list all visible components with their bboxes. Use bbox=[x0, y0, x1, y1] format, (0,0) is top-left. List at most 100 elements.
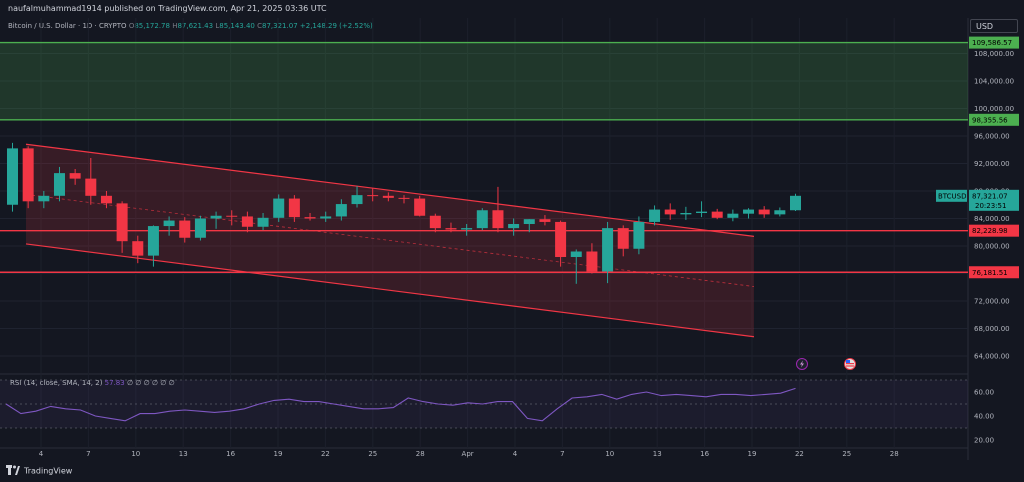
candle-body[interactable] bbox=[617, 228, 629, 249]
candle-body[interactable] bbox=[69, 173, 81, 179]
candle-body[interactable] bbox=[429, 215, 441, 229]
candle-body[interactable] bbox=[304, 217, 316, 219]
x-tick-label: 4 bbox=[39, 450, 44, 458]
candle-body[interactable] bbox=[163, 220, 175, 227]
y-tick-label: 64,000.00 bbox=[974, 353, 1010, 361]
candle-body[interactable] bbox=[241, 216, 253, 227]
candle-body[interactable] bbox=[382, 195, 394, 198]
level-price-tag bbox=[969, 113, 1019, 126]
candle-body[interactable] bbox=[539, 219, 551, 222]
channel-upper-line[interactable] bbox=[25, 143, 755, 237]
x-tick-label: 28 bbox=[890, 450, 899, 458]
y-tick-label: 84,000.00 bbox=[974, 215, 1010, 223]
candle-body[interactable] bbox=[53, 173, 65, 196]
tradingview-logo-icon bbox=[6, 465, 20, 477]
symbol-tag-label: BTCUSD bbox=[938, 192, 967, 200]
candle-body[interactable] bbox=[727, 213, 739, 218]
candle-body[interactable] bbox=[758, 209, 770, 215]
close-value: 87,321.07 bbox=[262, 22, 298, 30]
x-tick-label: 7 bbox=[560, 450, 564, 458]
open-value: 85,172.78 bbox=[134, 22, 170, 30]
candle-body[interactable] bbox=[7, 148, 18, 205]
current-price-value: 87,321.07 bbox=[972, 192, 1008, 200]
candle-body[interactable] bbox=[257, 217, 269, 227]
candle-body[interactable] bbox=[602, 228, 614, 272]
candle-body[interactable] bbox=[351, 195, 363, 205]
candle-body[interactable] bbox=[461, 228, 473, 230]
open-label: O bbox=[128, 22, 135, 30]
x-tick-label: 22 bbox=[795, 450, 804, 458]
level-price-tag-label: 76,181.51 bbox=[972, 269, 1008, 277]
candle-body[interactable] bbox=[210, 215, 222, 219]
candle-body[interactable] bbox=[38, 195, 50, 202]
candle-body[interactable] bbox=[711, 211, 723, 218]
x-tick-label: 19 bbox=[748, 450, 757, 458]
rsi-value: 57.83 bbox=[104, 379, 125, 387]
x-tick-label: 22 bbox=[321, 450, 330, 458]
channel-lower-line[interactable] bbox=[25, 243, 755, 338]
candle-body[interactable] bbox=[335, 204, 347, 217]
candle-body[interactable] bbox=[790, 195, 801, 211]
candle-body[interactable] bbox=[633, 221, 645, 249]
current-price-tag bbox=[969, 189, 1019, 211]
candle-body[interactable] bbox=[523, 219, 535, 224]
candle-body[interactable] bbox=[147, 226, 159, 256]
x-tick-label: 19 bbox=[274, 450, 283, 458]
candle-body[interactable] bbox=[367, 195, 379, 197]
lightning-event-icon[interactable] bbox=[796, 358, 808, 370]
y-tick-label: 72,000.00 bbox=[974, 298, 1010, 306]
tradingview-logo[interactable]: TradingView bbox=[6, 465, 72, 477]
candle-body[interactable] bbox=[696, 211, 708, 213]
symbol-name[interactable]: Bitcoin / U.S. Dollar · 1D · CRYPTO bbox=[8, 22, 127, 30]
y-tick-label: 100,000.00 bbox=[974, 105, 1014, 113]
candle-body[interactable] bbox=[664, 209, 676, 215]
rsi-title[interactable]: RSI (14, close, SMA, 14, 2) bbox=[10, 379, 103, 387]
x-tick-label: 16 bbox=[226, 450, 235, 458]
candle-body[interactable] bbox=[85, 178, 97, 196]
candle-body[interactable] bbox=[476, 210, 488, 229]
x-tick-label: 13 bbox=[653, 450, 662, 458]
channel-mid-line bbox=[25, 194, 755, 287]
high-label: H bbox=[172, 22, 178, 30]
currency-selector[interactable]: USD bbox=[970, 19, 1018, 33]
candle-body[interactable] bbox=[743, 209, 755, 214]
candle-body[interactable] bbox=[273, 198, 285, 218]
candle-body[interactable] bbox=[398, 197, 410, 199]
candle-body[interactable] bbox=[100, 195, 112, 204]
candle-body[interactable] bbox=[570, 251, 582, 258]
candle-body[interactable] bbox=[680, 213, 692, 215]
low-label: L bbox=[215, 22, 220, 30]
candle-body[interactable] bbox=[555, 221, 567, 257]
candle-body[interactable] bbox=[649, 209, 661, 222]
change-value: +2,148.29 (+2.52%) bbox=[299, 22, 373, 30]
x-tick-label: 25 bbox=[368, 450, 377, 458]
low-value: 85,143.40 bbox=[219, 22, 255, 30]
candle-body[interactable] bbox=[22, 148, 34, 202]
y-tick-label: 92,000.00 bbox=[974, 160, 1010, 168]
us-flag-event-icon[interactable] bbox=[844, 358, 856, 370]
candle-body[interactable] bbox=[226, 215, 238, 217]
candle-body[interactable] bbox=[116, 203, 128, 242]
candle-body[interactable] bbox=[586, 251, 598, 272]
rsi-line[interactable] bbox=[5, 387, 796, 422]
candle-body[interactable] bbox=[179, 220, 191, 238]
y-tick-label: 80,000.00 bbox=[974, 243, 1010, 251]
candle-body[interactable] bbox=[288, 198, 300, 218]
candle-body[interactable] bbox=[194, 218, 206, 238]
level-price-tag-label: 98,355.56 bbox=[972, 116, 1008, 124]
y-tick-label: 104,000.00 bbox=[974, 78, 1014, 86]
candle-body[interactable] bbox=[320, 216, 332, 219]
candle-body[interactable] bbox=[492, 210, 504, 229]
candle-body[interactable] bbox=[414, 198, 426, 216]
level-price-tag bbox=[969, 36, 1019, 49]
candle-countdown: 20:23:51 bbox=[975, 202, 1006, 210]
rsi-tick-label: 20.00 bbox=[974, 437, 994, 445]
candle-body[interactable] bbox=[445, 228, 457, 230]
x-tick-label: 10 bbox=[605, 450, 614, 458]
candle-body[interactable] bbox=[508, 224, 520, 229]
candle-body[interactable] bbox=[132, 241, 144, 256]
close-label: C bbox=[257, 22, 263, 30]
y-tick-label: 96,000.00 bbox=[974, 133, 1010, 141]
candle-body[interactable] bbox=[774, 210, 786, 215]
